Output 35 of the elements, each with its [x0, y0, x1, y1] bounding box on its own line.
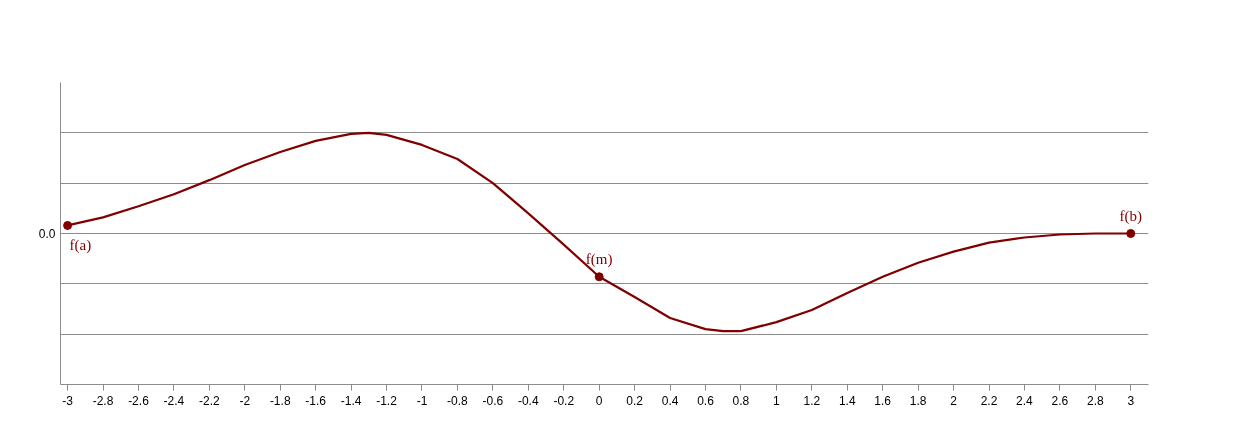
x-tick-label: 1.4 [838, 393, 856, 408]
annotation: f(b) [1119, 207, 1143, 225]
x-tick-label: 0.8 [732, 393, 750, 408]
x-tick-label: -0.6 [482, 393, 504, 408]
annotation: f(m) [585, 250, 613, 268]
x-tick-label: 2.2 [980, 393, 998, 408]
x-tick-label: 2.4 [1016, 393, 1034, 408]
x-tick-label: -0.2 [553, 393, 575, 408]
x-tick-label: -1.2 [376, 393, 398, 408]
x-tick-label: -2.8 [92, 393, 114, 408]
x-tick-label: -2 [239, 393, 251, 408]
x-tick-label: 0.2 [626, 393, 644, 408]
x-tick-label: 0 [595, 393, 603, 408]
x-tick-label: 1 [773, 393, 781, 408]
x-tick-label: -0.4 [517, 393, 539, 408]
x-tick-label: 0.4 [661, 393, 679, 408]
x-tick-label: 2 [950, 393, 958, 408]
x-tick-label: 1.8 [909, 393, 927, 408]
x-tick-label: -1.8 [269, 393, 291, 408]
x-tick-label: -1.6 [305, 393, 327, 408]
x-tick-label: -2.6 [128, 393, 150, 408]
x-tick-label: 0.6 [697, 393, 715, 408]
x-tick-label: 2.8 [1087, 393, 1105, 408]
x-tick-label: 2.6 [1051, 393, 1069, 408]
x-tick-label: -1 [416, 393, 428, 408]
x-tick-label: -1.4 [340, 393, 362, 408]
x-tick-label: -2.4 [163, 393, 185, 408]
x-tick-label: -2.2 [199, 393, 221, 408]
x-tick-label: 3 [1127, 393, 1135, 408]
annotation: f(a) [69, 237, 92, 255]
x-tick-label: -3 [62, 393, 74, 408]
x-tick-label: 1.6 [874, 393, 892, 408]
x-tick-label: 1.2 [803, 393, 821, 408]
text: 0.0 [38, 227, 56, 241]
x-tick-label: -0.8 [447, 393, 469, 408]
